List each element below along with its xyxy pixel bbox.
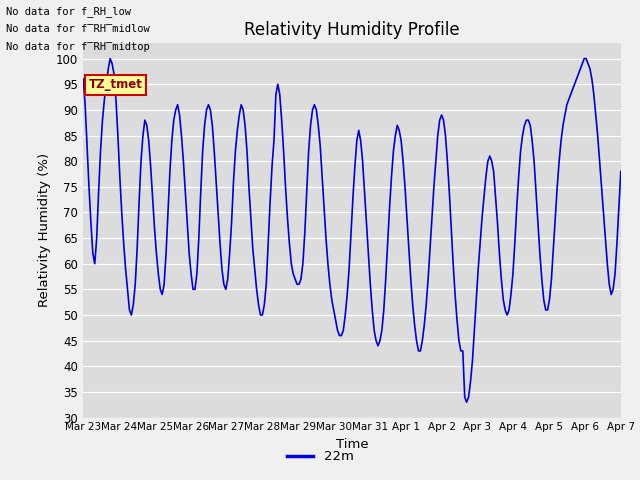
Text: No data for f_RH_low: No data for f_RH_low bbox=[6, 6, 131, 17]
Title: Relativity Humidity Profile: Relativity Humidity Profile bbox=[244, 21, 460, 39]
Y-axis label: Relativity Humidity (%): Relativity Humidity (%) bbox=[38, 153, 51, 308]
Text: No data for f̅RH̅midtop: No data for f̅RH̅midtop bbox=[6, 42, 150, 52]
Text: TZ_tmet: TZ_tmet bbox=[88, 78, 143, 91]
Text: No data for f̅RH̅midlow: No data for f̅RH̅midlow bbox=[6, 24, 150, 34]
Legend: 22m: 22m bbox=[282, 445, 358, 468]
X-axis label: Time: Time bbox=[336, 438, 368, 451]
